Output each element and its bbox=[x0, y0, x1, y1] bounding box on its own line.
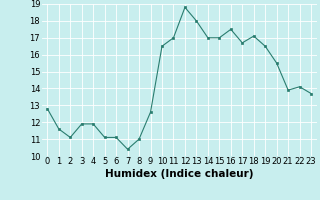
X-axis label: Humidex (Indice chaleur): Humidex (Indice chaleur) bbox=[105, 169, 253, 179]
